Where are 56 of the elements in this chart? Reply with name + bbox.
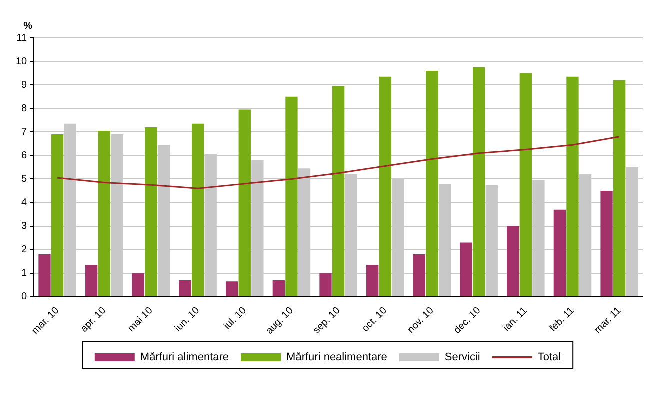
y-tick-label: 0 [22, 292, 28, 303]
bar [413, 254, 426, 296]
bar [132, 273, 144, 296]
y-tick-label: 7 [22, 126, 28, 138]
y-tick-label: 9 [22, 80, 28, 91]
legend-label: Mărfuri alimentare [140, 352, 230, 364]
y-tick-label: 4 [22, 198, 28, 209]
y-tick-label: 1 [22, 268, 28, 280]
y-axis-title: % [24, 20, 33, 32]
x-tick-label: oct. 10 [360, 305, 390, 334]
bar [520, 73, 532, 296]
x-tick-label: dec. 10 [452, 305, 484, 336]
bar [51, 134, 64, 296]
bar [554, 210, 566, 296]
y-tick-label: 10 [16, 56, 28, 68]
bar [98, 130, 110, 296]
x-tick-label: aug. 10 [264, 305, 296, 337]
x-tick-label: feb. 11 [548, 305, 578, 334]
legend-label: Total [538, 352, 562, 364]
x-tick-label: ian. 11 [501, 305, 530, 334]
bar [238, 110, 251, 296]
bar [320, 273, 332, 296]
x-tick-label: nov. 10 [406, 305, 437, 336]
y-tick-label: 8 [22, 103, 28, 114]
y-tick-label: 6 [22, 150, 28, 162]
bar [366, 265, 379, 296]
bar [566, 76, 579, 296]
bar [286, 96, 298, 296]
y-tick-label: 2 [22, 244, 28, 256]
bar [426, 70, 438, 296]
x-tick-label: mai 10 [126, 305, 156, 334]
bar [145, 127, 158, 296]
bar [460, 242, 472, 296]
bar [179, 280, 192, 296]
x-tick-label: iul. 10 [222, 305, 250, 332]
bar [507, 226, 520, 296]
bar [472, 67, 486, 296]
x-tick-label: apr. 10 [79, 305, 109, 335]
bar [600, 191, 613, 296]
bar [332, 86, 345, 296]
x-tick-label: iun. 10 [173, 305, 202, 334]
bar [38, 254, 51, 296]
bar [226, 282, 238, 296]
bar [85, 265, 98, 296]
y-tick-label: 3 [22, 221, 28, 232]
y-tick-label: 5 [22, 174, 28, 185]
bar [614, 80, 626, 296]
legend-label: Mărfuri nealimentare [286, 352, 388, 364]
bar [192, 124, 204, 296]
x-tick-label: mar. 10 [30, 305, 62, 337]
legend-label: Servicii [444, 352, 480, 364]
y-tick-label: 11 [16, 32, 28, 44]
bar [379, 76, 392, 296]
bar [272, 280, 286, 296]
x-tick-label: sep. 10 [312, 305, 343, 336]
x-tick-label: mar. 11 [592, 305, 624, 336]
